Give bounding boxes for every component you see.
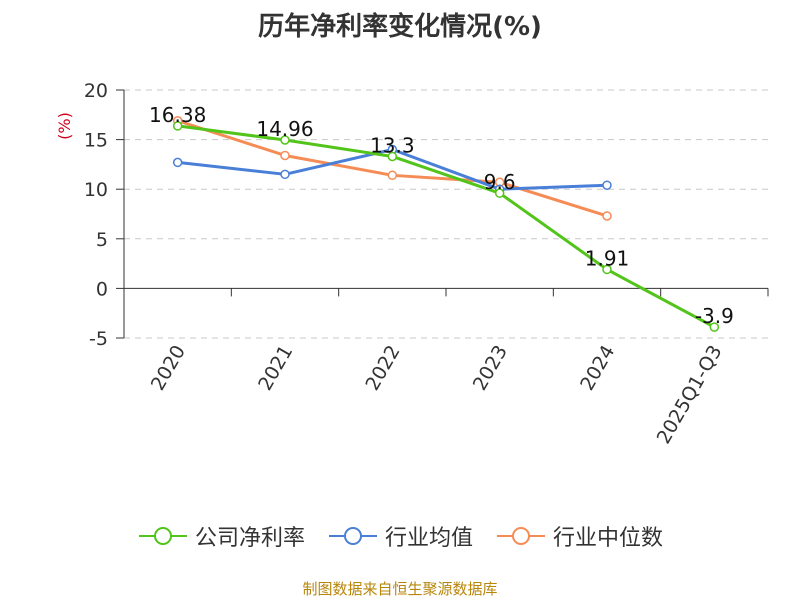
data-point	[280, 169, 290, 180]
x-tick-label: 2025Q1-Q3	[653, 342, 727, 448]
y-tick-label: 15	[84, 130, 108, 152]
data-point	[172, 121, 183, 131]
y-tick-label: 0	[96, 278, 108, 300]
legend-marker-icon	[328, 527, 377, 545]
data-labels: 16.38 14.96 13.3 9.6 1.91 -3.9	[149, 103, 734, 328]
legend-marker-icon	[138, 527, 187, 545]
legend-item-industry-median[interactable]: 行业中位数	[495, 520, 663, 552]
data-point	[280, 135, 290, 145]
data-point	[709, 322, 720, 332]
x-tick-label: 2021	[254, 342, 297, 395]
legend-item-industry-mean[interactable]: 行业均值	[327, 520, 473, 552]
legend-label: 行业中位数	[553, 526, 664, 551]
x-tick-label: 2023	[469, 341, 512, 394]
legend-item-company[interactable]: 公司净利率	[137, 520, 305, 552]
data-point	[280, 150, 290, 161]
data-label: -3.9	[695, 304, 734, 328]
gridlines	[124, 89, 768, 339]
series-line	[177, 124, 716, 329]
legend-label: 行业均值	[384, 526, 473, 551]
x-tick-label: 2020	[147, 342, 190, 395]
data-point	[172, 157, 183, 168]
data-point	[387, 151, 398, 162]
y-axis-label: (%)	[55, 112, 74, 140]
x-tick-label: 2024	[576, 342, 619, 395]
y-tick-label: -5	[89, 328, 108, 350]
chart-title: 历年净利率变化情况(%)	[258, 12, 542, 42]
data-label: 13.3	[370, 133, 415, 157]
data-point	[387, 170, 398, 181]
data-point	[602, 264, 612, 275]
data-label: 9.6	[484, 170, 516, 194]
data-label: 1.91	[585, 246, 630, 270]
legend-marker-icon	[497, 527, 545, 545]
data-label: 14.96	[256, 117, 313, 141]
y-tick-label: 5	[96, 229, 108, 251]
data-point	[602, 211, 612, 221]
y-tick-label: 20	[84, 80, 108, 102]
legend-label: 公司净利率	[194, 526, 305, 551]
x-tick-label: 2022	[361, 342, 404, 395]
source-note: 制图数据来自恒生聚源数据库	[302, 580, 498, 598]
series-lines	[172, 116, 720, 332]
data-label: 16.38	[149, 103, 206, 127]
y-tick-label: 10	[84, 179, 108, 201]
data-point	[602, 180, 612, 190]
legend: 公司净利率 行业均值 行业中位数	[0, 520, 800, 552]
data-point	[494, 188, 505, 198]
